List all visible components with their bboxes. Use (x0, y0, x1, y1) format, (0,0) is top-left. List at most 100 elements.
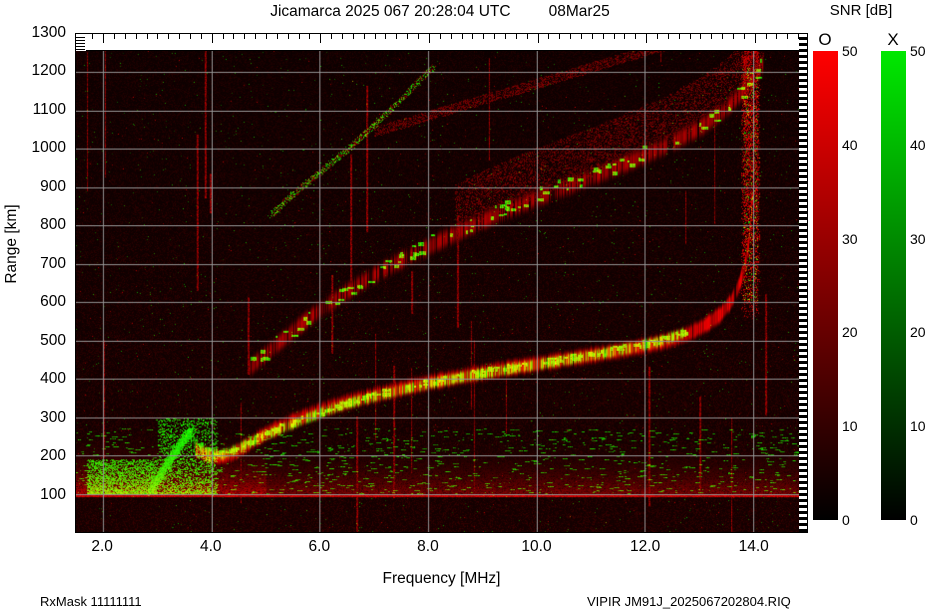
y-tick-label: 1300 (31, 24, 66, 41)
colorbar-x-mode-label: X (887, 30, 899, 49)
x-axis-tick-labels: 2.0 4.0 6.0 8.0 10.0 12.0 14.0 (75, 538, 808, 560)
x-minor-tick (342, 34, 343, 39)
x-minor-tick (418, 34, 419, 39)
y-minor-tick (76, 46, 85, 47)
x-minor-tick (657, 34, 658, 39)
top-tick-band (76, 34, 807, 51)
x-minor-tick (559, 34, 560, 39)
x-tick-label: 2.0 (91, 538, 113, 555)
colorbar-tick-label: 40 (842, 136, 858, 153)
title-station-datetime: Jicamarca 2025 067 20:28:04 UTC (270, 3, 511, 20)
x-minor-tick (212, 34, 213, 43)
x-minor-tick (331, 34, 332, 39)
x-minor-tick (472, 34, 473, 39)
x-minor-tick (92, 34, 93, 39)
x-minor-tick (755, 34, 756, 43)
x-minor-tick (201, 34, 202, 39)
x-minor-tick (299, 34, 300, 39)
x-minor-tick (462, 34, 463, 39)
x-tick-label: 12.0 (630, 538, 661, 555)
x-minor-tick (679, 34, 680, 39)
x-minor-tick (277, 34, 278, 39)
y-minor-tick (76, 37, 85, 38)
source-file-label: VIPIR JM91J_2025067202804.RIQ (587, 594, 791, 609)
x-minor-tick (147, 34, 148, 39)
x-minor-tick (233, 34, 234, 39)
y-axis-tick-labels: 100 200 300 400 500 600 700 800 900 1000 1100 1200 1… (0, 24, 70, 533)
x-minor-tick (516, 34, 517, 39)
x-minor-tick (103, 34, 104, 43)
ionogram-plot-area[interactable] (75, 33, 808, 533)
x-minor-tick (309, 34, 310, 39)
y-tick-label: 1000 (31, 139, 66, 157)
colorbar-tick-label: 20 (842, 324, 858, 341)
x-minor-tick (635, 34, 636, 39)
plot-title: Jicamarca 2025 067 20:28:04 UTC 08Mar25 (180, 1, 700, 23)
colorbar-tick-label: 30 (842, 230, 858, 247)
y-tick-label: 1200 (31, 62, 66, 80)
y-minor-tick (76, 43, 85, 44)
x-minor-tick (223, 34, 224, 39)
x-minor-tick (711, 34, 712, 39)
y-tick-label: 400 (40, 370, 66, 388)
x-minor-tick (440, 34, 441, 39)
y-tick-label: 300 (40, 408, 66, 426)
x-minor-tick (690, 34, 691, 39)
x-minor-tick (527, 34, 528, 39)
colorbar-x-gradient[interactable] (881, 51, 906, 520)
x-minor-tick (776, 34, 777, 39)
colorbar-o-mode-label: O (818, 30, 832, 49)
x-minor-tick (722, 34, 723, 39)
x-tick-label: 10.0 (521, 538, 552, 555)
x-minor-tick (798, 34, 799, 39)
colorbar-o-group: O 0 10 20 30 40 50 (812, 30, 868, 530)
x-minor-tick (646, 34, 647, 43)
x-minor-tick (548, 34, 549, 39)
x-minor-tick (136, 34, 137, 39)
colorbar-x-tick-labels: 0 10 20 30 40 50 (908, 43, 932, 528)
x-minor-tick (320, 34, 321, 43)
x-minor-tick (603, 34, 604, 39)
ionogram-canvas[interactable] (76, 34, 807, 532)
x-minor-tick (125, 34, 126, 39)
x-minor-tick (592, 34, 593, 39)
right-tick-strip (799, 34, 807, 532)
x-minor-tick (624, 34, 625, 39)
y-minor-tick (76, 40, 85, 41)
y-tick-label: 700 (40, 254, 66, 272)
x-minor-tick (288, 34, 289, 39)
colorbar-tick-label: 40 (910, 136, 926, 153)
x-minor-tick (407, 34, 408, 39)
x-minor-tick (190, 34, 191, 39)
x-minor-tick (168, 34, 169, 39)
x-minor-tick (353, 34, 354, 39)
colorbar-tick-label: 50 (910, 43, 926, 59)
x-minor-tick (179, 34, 180, 39)
x-tick-label: 14.0 (738, 538, 769, 555)
x-minor-tick (429, 34, 430, 43)
y-tick-label: 100 (40, 485, 66, 503)
x-minor-tick (114, 34, 115, 39)
x-minor-tick (766, 34, 767, 39)
colorbar-x-group: X 0 10 20 30 40 50 (880, 30, 932, 530)
x-minor-tick (483, 34, 484, 39)
colorbar-tick-label: 0 (842, 512, 850, 528)
x-minor-tick (375, 34, 376, 39)
colorbar-title: SNR [dB] (829, 2, 893, 19)
x-tick-label: 8.0 (417, 538, 439, 555)
x-minor-tick (668, 34, 669, 39)
x-minor-tick (733, 34, 734, 39)
colorbar-tick-label: 10 (910, 418, 926, 435)
colorbar-tick-label: 10 (842, 418, 858, 435)
x-minor-tick (538, 34, 539, 43)
x-minor-tick (570, 34, 571, 39)
y-tick-label: 800 (40, 216, 66, 234)
colorbar-o-gradient[interactable] (813, 51, 838, 520)
x-tick-label: 6.0 (308, 538, 331, 555)
x-minor-tick (385, 34, 386, 39)
y-tick-label: 600 (40, 293, 66, 311)
x-minor-tick (266, 34, 267, 39)
x-axis-title: Frequency [MHz] (382, 570, 501, 587)
title-date-short: 08Mar25 (548, 3, 610, 20)
